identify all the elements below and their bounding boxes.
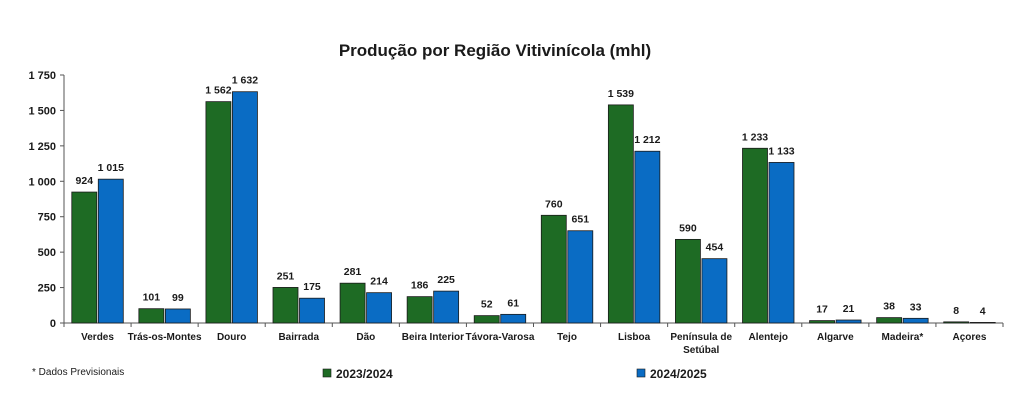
bars: [71, 91, 996, 324]
bar-s2-2: [232, 91, 258, 324]
data-label: 281: [344, 266, 362, 278]
y-tick-label: 1 750: [28, 70, 56, 82]
bar-s2-0: [97, 178, 124, 324]
bar-s1-2: [205, 101, 232, 324]
data-label: 21: [843, 303, 855, 315]
legend-swatch: [322, 368, 332, 378]
data-label: 454: [706, 242, 724, 254]
data-label: 4: [980, 305, 986, 317]
data-label: 1 015: [98, 162, 124, 174]
bar-s1-11: [809, 320, 835, 324]
category-label: Açores: [953, 332, 987, 343]
data-label: 1 212: [634, 134, 660, 146]
data-label: 924: [76, 175, 94, 187]
data-label: 33: [910, 301, 922, 313]
bar-s2-13: [969, 322, 996, 324]
bar-s1-10: [742, 147, 768, 324]
legend-swatch: [636, 368, 646, 378]
category-label: Bairrada: [278, 332, 319, 343]
bar-s2-1: [164, 308, 191, 324]
bar-s2-8: [634, 150, 661, 324]
data-label: 251: [277, 270, 295, 282]
data-label: 1 562: [205, 85, 231, 97]
category-labels: Verdes Trás-os-Montes Douro Bairrada Dão Beir…: [81, 332, 987, 356]
data-label: 61: [507, 297, 519, 309]
bar-s1-5: [406, 296, 433, 324]
bar-s1-7: [540, 214, 567, 324]
bar-s2-5: [433, 290, 460, 324]
bar-s1-6: [473, 315, 500, 324]
category-label: Lisboa: [618, 332, 651, 343]
bar-s2-3: [299, 297, 325, 324]
category-label: Madeira*: [882, 332, 924, 343]
category-label: Beira Interior: [402, 332, 464, 343]
category-label: Verdes: [81, 332, 114, 343]
category-label: Alentejo: [749, 332, 788, 343]
data-label: 99: [172, 292, 184, 304]
bar-s1-13: [943, 321, 970, 324]
data-label: 760: [545, 198, 563, 210]
data-label: 52: [481, 299, 493, 311]
bar-s2-6: [500, 313, 527, 324]
category-label: Dão: [356, 332, 375, 343]
y-tick-label: 1 500: [28, 105, 56, 117]
category-label: Tejo: [557, 332, 577, 343]
bar-s1-3: [272, 287, 299, 324]
data-label: 1 632: [232, 75, 258, 87]
category-label: Península de Setúbal: [670, 332, 732, 356]
bar-s1-1: [138, 308, 165, 324]
data-label: 1 133: [768, 145, 794, 157]
footnote: * Dados Previsionais: [32, 367, 124, 378]
category-label: Távora-Varosa: [465, 332, 534, 343]
y-tick-label: 1 000: [28, 176, 56, 188]
y-tick-label: 1 250: [28, 141, 56, 153]
bar-s1-0: [71, 191, 98, 324]
data-label: 225: [437, 274, 455, 286]
category-label: Algarve: [817, 332, 854, 343]
data-label: 175: [303, 281, 321, 293]
data-label: 214: [370, 276, 388, 288]
data-label: 1 233: [742, 131, 768, 143]
data-label: 590: [679, 222, 697, 234]
y-tick-label: 750: [38, 212, 56, 224]
data-label: 8: [953, 305, 959, 317]
legend-label: 2024/2025: [650, 367, 707, 381]
category-label: Douro: [217, 332, 246, 343]
y-tick-label: 250: [38, 283, 56, 295]
y-tick-label: 500: [38, 247, 56, 259]
bar-s1-4: [339, 282, 366, 324]
category-label: Trás-os-Montes: [128, 332, 202, 343]
bar-s1-8: [607, 104, 634, 324]
bar-s2-9: [701, 258, 728, 324]
bar-s2-12: [902, 317, 929, 324]
data-label: 17: [816, 304, 828, 316]
data-label: 186: [411, 280, 429, 292]
legend-label: 2023/2024: [336, 367, 393, 381]
data-label: 651: [572, 214, 590, 226]
chart-title: Produção por Região Vitivinícola (mhl): [339, 41, 651, 60]
data-label: 1 539: [608, 88, 634, 100]
bar-s1-12: [876, 317, 903, 324]
bar-s1-9: [675, 238, 701, 324]
bar-s2-7: [567, 230, 594, 324]
bar-s2-10: [768, 162, 795, 324]
y-tick-label: 0: [50, 318, 56, 330]
legend: 2023/2024 2024/2025: [322, 367, 707, 381]
bar-s2-11: [835, 319, 862, 324]
bar-s2-4: [366, 292, 392, 324]
data-label: 38: [883, 301, 895, 313]
data-label: 101: [143, 292, 161, 304]
